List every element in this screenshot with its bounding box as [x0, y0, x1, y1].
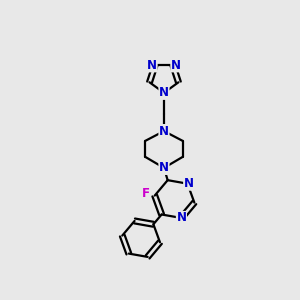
Text: F: F — [141, 187, 149, 200]
Text: N: N — [159, 86, 169, 99]
Text: N: N — [184, 177, 194, 190]
Text: N: N — [176, 212, 186, 224]
Text: N: N — [171, 59, 181, 72]
Text: N: N — [147, 59, 157, 72]
Text: N: N — [159, 124, 169, 138]
Text: N: N — [159, 161, 169, 174]
